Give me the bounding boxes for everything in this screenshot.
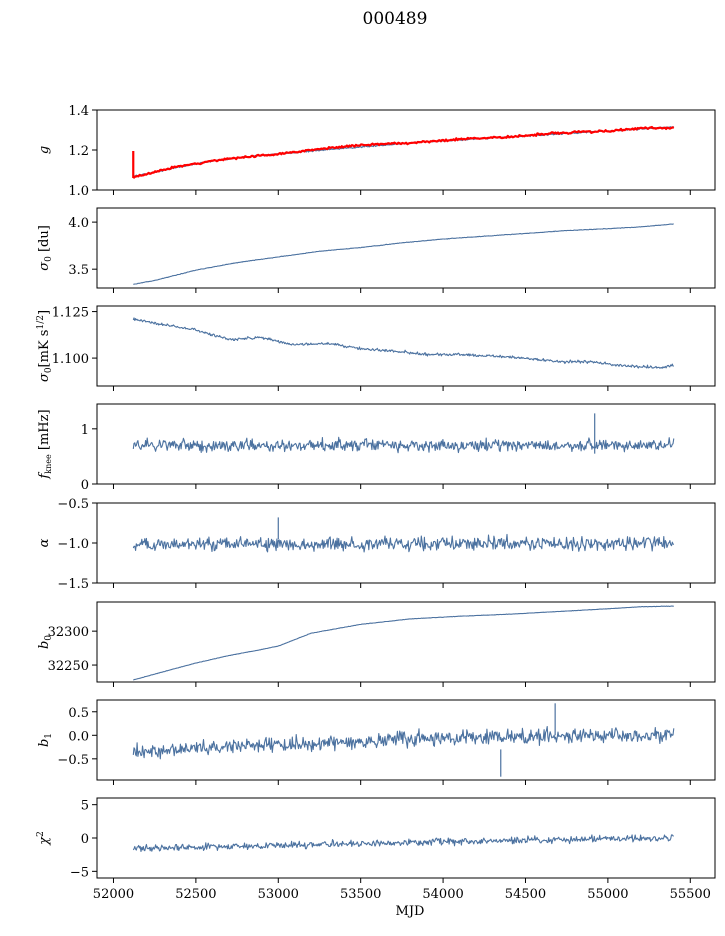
y-axis-label: b1 bbox=[37, 733, 54, 747]
y-tick-label: 1 bbox=[81, 423, 89, 438]
panel-2: 3.5 4.0 σ0 [du] bbox=[37, 207, 716, 293]
x-tick-label: 52500 bbox=[175, 887, 216, 902]
y-axis-label: b0 bbox=[37, 635, 54, 649]
x-tick-label: 54000 bbox=[422, 887, 463, 902]
panel-5: −1.5 −1.0 −0.5 α bbox=[37, 497, 716, 592]
y-tick-label: 3.5 bbox=[68, 263, 89, 278]
y-tick-label: 4.0 bbox=[68, 216, 89, 231]
series-chi2 bbox=[132, 834, 674, 853]
panel-1: 1.0 1.2 1.4 g bbox=[37, 104, 716, 199]
y-tick-label: 0 bbox=[81, 832, 89, 847]
y-tick-label: −1.0 bbox=[57, 537, 89, 552]
y-axis-label: α bbox=[37, 538, 52, 547]
y-axis-label: g bbox=[37, 146, 52, 154]
panel-7: −0.5 0.0 0.5 b1 bbox=[37, 699, 716, 785]
y-tick-label: 1.4 bbox=[68, 104, 89, 119]
y-tick-label: 0.0 bbox=[68, 729, 89, 744]
panel-4: 0 1 fknee [mHz] bbox=[37, 403, 716, 493]
series-b1 bbox=[132, 725, 675, 760]
x-tick-label: 53500 bbox=[340, 887, 381, 902]
x-tick-label: 55500 bbox=[670, 887, 711, 902]
x-axis-label: MJD bbox=[396, 904, 425, 919]
y-axis-label: χ2 bbox=[36, 831, 52, 846]
y-tick-label: −5 bbox=[70, 865, 89, 880]
x-tick-label: 54500 bbox=[505, 887, 546, 902]
series-b0 bbox=[133, 605, 674, 681]
y-axis-label: σ0 [du] bbox=[37, 225, 54, 271]
x-tick-label: 55000 bbox=[587, 887, 628, 902]
series-fit bbox=[132, 125, 675, 180]
series-sigma0_mK bbox=[132, 317, 674, 369]
y-tick-label: 1.125 bbox=[52, 306, 89, 321]
y-tick-label: −0.5 bbox=[57, 497, 89, 512]
y-tick-label: 32250 bbox=[48, 659, 89, 674]
y-tick-label: −1.5 bbox=[57, 577, 89, 592]
y-tick-label: −0.5 bbox=[57, 753, 89, 768]
axes-frame bbox=[96, 699, 716, 781]
series-alpha bbox=[132, 533, 675, 553]
axes-frame bbox=[96, 403, 716, 485]
axes-frame bbox=[96, 305, 716, 387]
y-axis-label: σ0[mK s1/2] bbox=[36, 310, 54, 382]
x-tick-label: 52000 bbox=[93, 887, 134, 902]
x-tick-label: 53000 bbox=[258, 887, 299, 902]
axes-frame bbox=[96, 109, 716, 191]
series-g bbox=[132, 126, 674, 177]
axes-frame bbox=[96, 207, 716, 289]
figure-title: 000489 bbox=[363, 9, 428, 29]
panel-8: −5 0 5 52000 52500 53000 53500 54000 54500 55000 5… bbox=[36, 797, 716, 919]
series-sigma0_du bbox=[133, 223, 674, 285]
y-tick-label: 32300 bbox=[48, 625, 89, 640]
y-tick-label: 0.5 bbox=[68, 706, 89, 721]
y-tick-label: 0 bbox=[81, 478, 89, 493]
axes-frame bbox=[96, 601, 716, 683]
y-tick-label: 1.100 bbox=[52, 352, 89, 367]
y-tick-label: 1.0 bbox=[68, 184, 89, 199]
series-fknee bbox=[132, 436, 675, 454]
y-axis-label: fknee [mHz] bbox=[37, 409, 53, 479]
y-tick-label: 1.2 bbox=[68, 144, 89, 159]
y-tick-label: 5 bbox=[81, 799, 89, 814]
